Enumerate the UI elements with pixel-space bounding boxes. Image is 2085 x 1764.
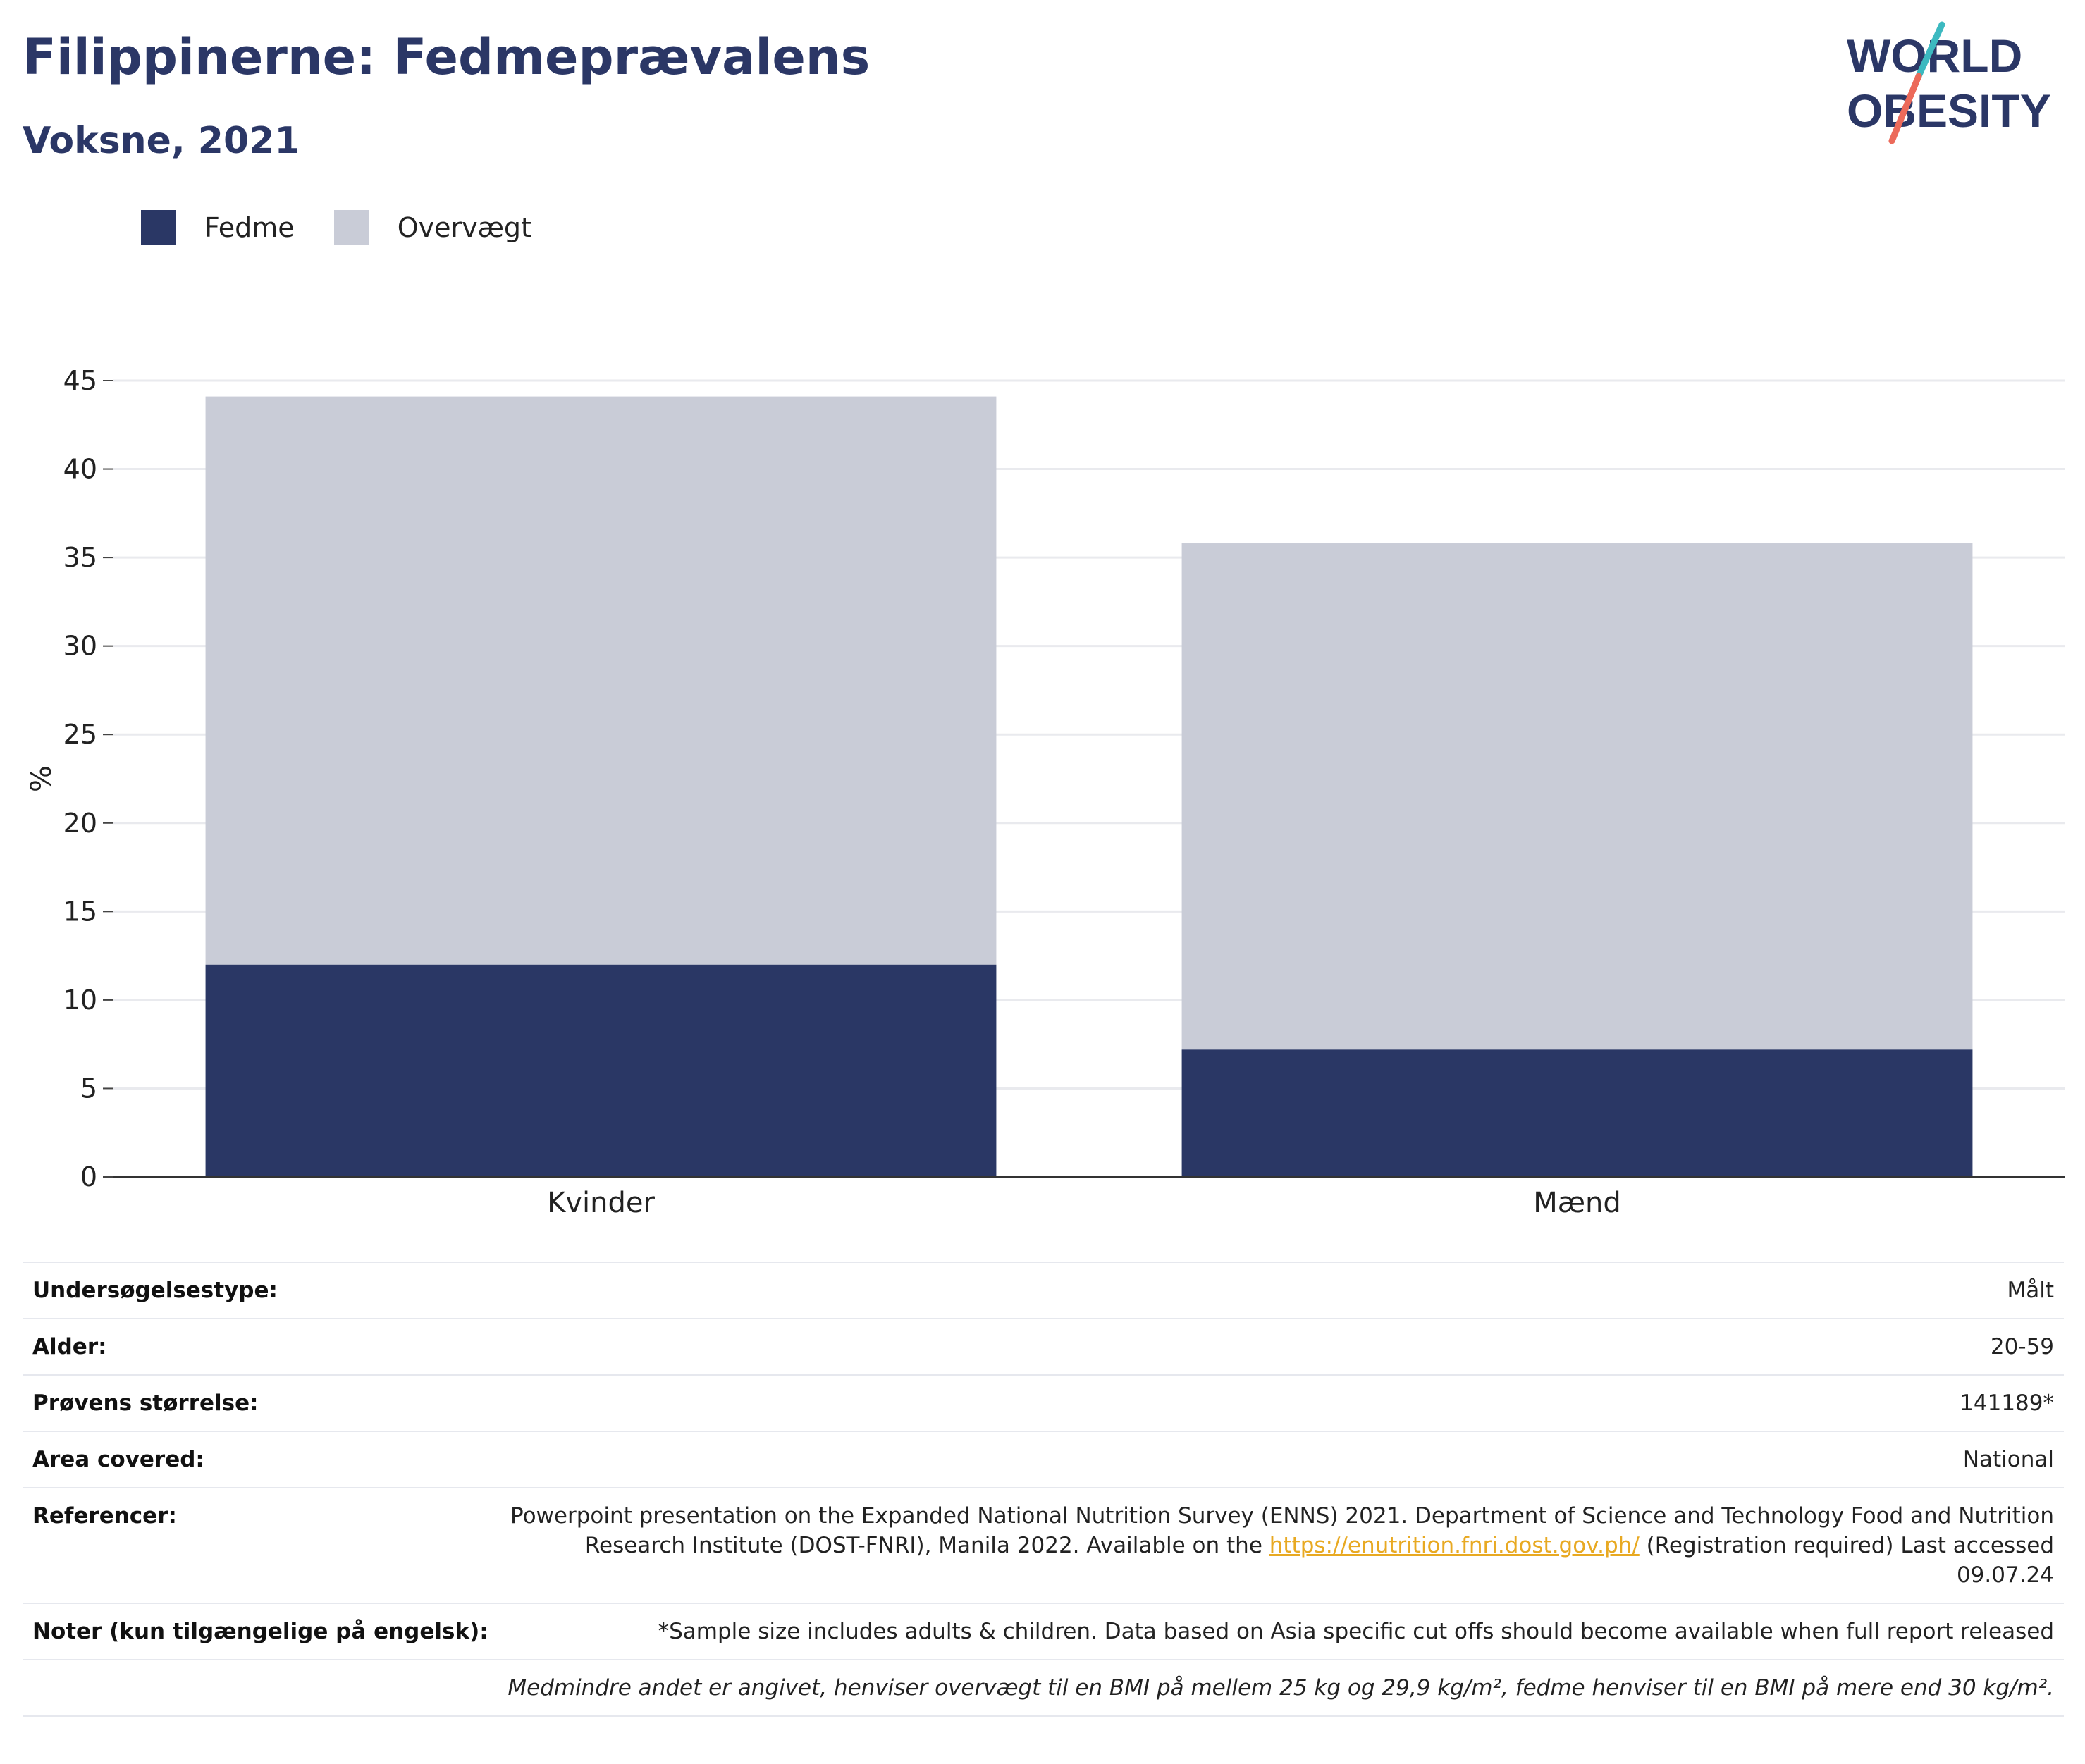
y-tick-label: 10 [63,985,97,1016]
info-row-sample-size: Prøvens størrelse: 141189* [23,1374,2064,1431]
info-row-footnote: Medmindre andet er angivet, henviser ove… [23,1659,2064,1717]
sample-size-value: 141189* [498,1374,2064,1431]
y-axis-label: % [25,765,58,792]
y-tick-label: 20 [63,808,97,839]
info-row-age: Alder: 20-59 [23,1318,2064,1375]
info-row-survey-type: Undersøgelsestype: Målt [23,1262,2064,1319]
bar-fedme-0 [205,964,997,1177]
chart-legend: Fedme Overvægt [141,210,571,245]
legend-label-overvaegt: Overvægt [397,212,531,243]
world-obesity-logo: WORLD OBESITY [1847,21,2051,144]
info-row-notes: Noter (kun tilgængelige på engelsk): *Sa… [23,1603,2064,1660]
age-value: 20-59 [498,1318,2064,1375]
x-tick-label: Kvinder [547,1187,655,1219]
survey-type-label: Undersøgelsestype: [23,1262,498,1319]
y-tick-label: 45 [63,365,97,396]
sample-size-label: Prøvens størrelse: [23,1374,498,1431]
info-row-area: Area covered: National [23,1431,2064,1488]
references-text: Powerpoint presentation on the Expanded … [510,1503,2054,1558]
legend-swatch-overvaegt [333,210,369,245]
footnote: Medmindre andet er angivet, henviser ove… [23,1659,2064,1717]
y-tick-label: 35 [63,542,97,573]
y-tick-label: 5 [80,1073,97,1104]
info-row-references: Referencer: Powerpoint presentation on t… [23,1487,2064,1603]
age-label: Alder: [23,1318,498,1375]
y-tick-label: 40 [63,454,97,485]
area-value: National [498,1431,2064,1488]
survey-info-table: Undersøgelsestype: Målt Alder: 20-59 Prø… [23,1262,2064,1717]
references-label: Referencer: [23,1487,498,1603]
legend-label-fedme: Fedme [204,212,295,243]
x-tick-label: Mænd [1533,1187,1621,1219]
stacked-bar-chart: 0 5 10 15 20 25 30 35 40 45% Kvinder Mænd [25,365,2065,1219]
references-text-after: (Registration required) Last accessed 09… [1639,1533,2054,1588]
legend-swatch-fedme [141,210,176,245]
chart-subtitle: Voksne, 2021 [23,120,300,162]
bar-overvaegt-0 [205,396,997,965]
notes-label: Noter (kun tilgængelige på engelsk): [23,1603,498,1660]
y-tick-label: 30 [63,631,97,662]
notes-value: *Sample size includes adults & children.… [498,1603,2064,1660]
chart-title: Filippinerne: Fedmeprævalens [23,28,871,86]
bar-overvaegt-1 [1181,543,1973,1050]
bar-fedme-1 [1181,1049,1973,1177]
y-tick-label: 25 [63,719,97,750]
y-tick-label: 0 [80,1161,97,1192]
references-value: Powerpoint presentation on the Expanded … [498,1487,2064,1603]
references-link[interactable]: https://enutrition.fnri.dost.gov.ph/ [1269,1533,1640,1558]
survey-type-value: Målt [498,1262,2064,1319]
svg-text:OBESITY: OBESITY [1847,85,2051,137]
legend-item-fedme: Fedme [141,210,295,245]
y-tick-label: 15 [63,896,97,927]
legend-item-overvaegt: Overvægt [333,210,531,245]
area-label: Area covered: [23,1431,498,1488]
